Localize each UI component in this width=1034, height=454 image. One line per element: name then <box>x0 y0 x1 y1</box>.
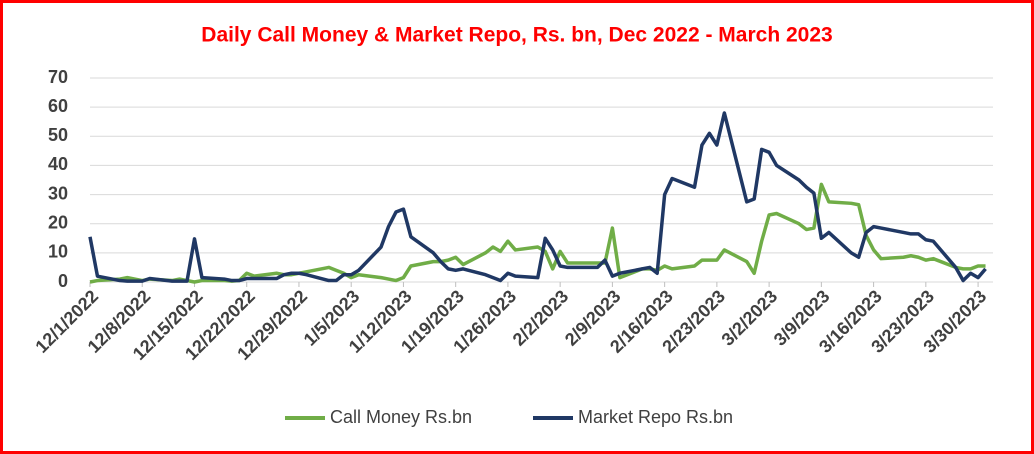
y-tick-label: 50 <box>48 125 68 145</box>
legend-label: Call Money Rs.bn <box>330 407 472 427</box>
y-tick-label: 0 <box>58 271 68 291</box>
y-tick-label: 40 <box>48 154 68 174</box>
y-tick-label: 10 <box>48 242 68 262</box>
y-tick-label: 60 <box>48 96 68 116</box>
y-tick-label: 70 <box>48 67 68 87</box>
legend-label: Market Repo Rs.bn <box>578 407 733 427</box>
y-tick-label: 20 <box>48 212 68 232</box>
y-tick-label: 30 <box>48 183 68 203</box>
series-line <box>88 111 987 283</box>
chart-title: Daily Call Money & Market Repo, Rs. bn, … <box>201 24 832 47</box>
